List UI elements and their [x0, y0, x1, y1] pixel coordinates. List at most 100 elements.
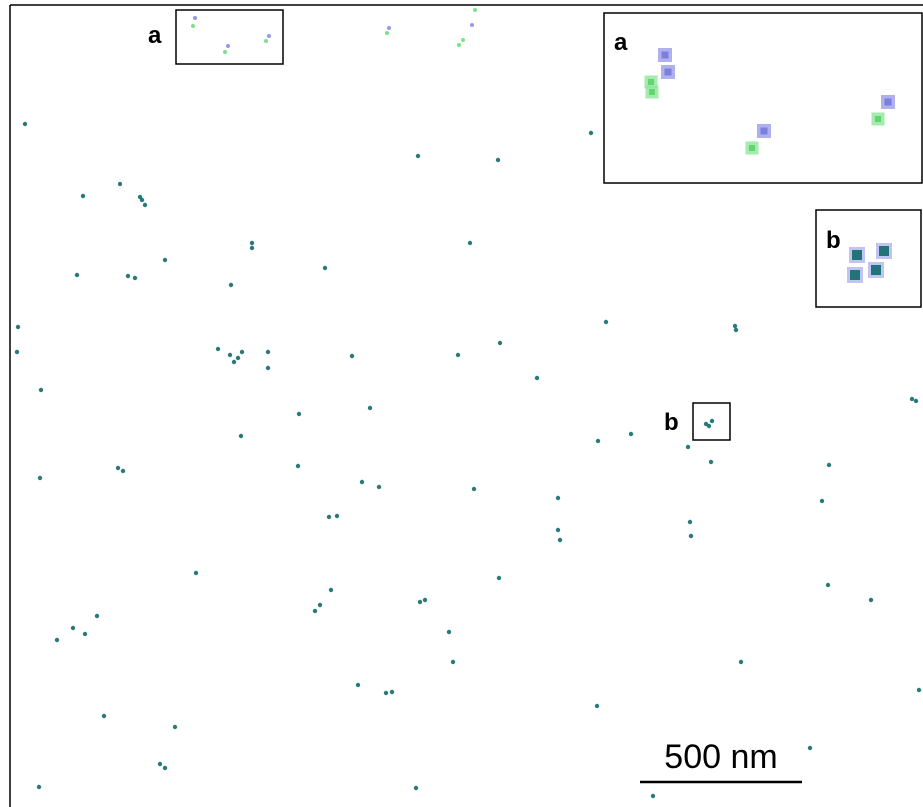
localization [651, 794, 655, 798]
localization [15, 350, 19, 354]
localization [356, 683, 360, 687]
localization [377, 485, 381, 489]
localization [226, 44, 230, 48]
localization [229, 283, 233, 287]
localization [418, 600, 422, 604]
localization [266, 366, 270, 370]
localization [133, 276, 137, 280]
localization [37, 785, 41, 789]
localization [589, 131, 593, 135]
localization [808, 746, 812, 750]
localization [629, 432, 633, 436]
localization [83, 632, 87, 636]
localization [360, 480, 364, 484]
localization [472, 487, 476, 491]
localization [414, 786, 418, 790]
localization [239, 434, 243, 438]
localization [710, 419, 714, 423]
localization [95, 614, 99, 618]
background [0, 0, 923, 807]
localization [158, 762, 162, 766]
localization [240, 350, 244, 354]
localization [173, 725, 177, 729]
localization [163, 258, 167, 262]
localization [163, 766, 167, 770]
localization [191, 24, 195, 28]
localization [820, 499, 824, 503]
localization [689, 534, 693, 538]
localization [852, 250, 862, 260]
localization [556, 528, 560, 532]
localization [384, 691, 388, 695]
localization [850, 270, 860, 280]
localization [39, 388, 43, 392]
localization [143, 203, 147, 207]
localization [223, 50, 227, 54]
localization [116, 466, 120, 470]
localization [875, 116, 881, 122]
localization [327, 515, 331, 519]
localization [447, 630, 451, 634]
localization [126, 274, 130, 278]
localization [267, 34, 271, 38]
localization [232, 360, 236, 364]
localization [71, 626, 75, 630]
inset-label: b [826, 227, 841, 254]
localization [385, 31, 389, 35]
localization [250, 241, 254, 245]
inset-label: a [614, 29, 628, 56]
localization [473, 8, 477, 12]
page: a b a b 500 nm (() => { const data = JSO… [0, 0, 923, 807]
localization [497, 576, 501, 580]
localization [869, 598, 873, 602]
localization [390, 690, 394, 694]
localization [250, 246, 254, 250]
localization [329, 588, 333, 592]
localization [216, 347, 220, 351]
localization [318, 603, 322, 607]
localization [662, 52, 669, 59]
localization [457, 43, 461, 47]
localization [686, 445, 690, 449]
localization [739, 660, 743, 664]
region-label: a [148, 22, 162, 49]
localization [456, 353, 460, 357]
localization [604, 320, 608, 324]
localization [121, 469, 125, 473]
localization [335, 514, 339, 518]
localization [296, 464, 300, 468]
localization [264, 39, 268, 43]
localization [665, 69, 672, 76]
localization [313, 609, 317, 613]
localization [387, 26, 391, 30]
localization [595, 704, 599, 708]
localization [194, 571, 198, 575]
localization [23, 122, 27, 126]
localization [558, 538, 562, 542]
localization [496, 158, 500, 162]
localization [266, 350, 270, 354]
localization [423, 598, 427, 602]
localization [470, 23, 474, 27]
localization [535, 376, 539, 380]
localization [556, 496, 560, 500]
localization [761, 128, 768, 135]
localization [733, 324, 737, 328]
localization [885, 99, 892, 106]
localization [350, 354, 354, 358]
localization [914, 399, 918, 403]
localization [368, 406, 372, 410]
localization [461, 38, 465, 42]
localization [55, 638, 59, 642]
localization [228, 353, 232, 357]
localization [297, 412, 301, 416]
localization [648, 79, 654, 85]
localization [709, 460, 713, 464]
localization [16, 325, 20, 329]
localization [323, 266, 327, 270]
localization [749, 145, 755, 151]
localization [81, 194, 85, 198]
localization [596, 439, 600, 443]
region-label: b [664, 409, 679, 436]
localization [75, 273, 79, 277]
